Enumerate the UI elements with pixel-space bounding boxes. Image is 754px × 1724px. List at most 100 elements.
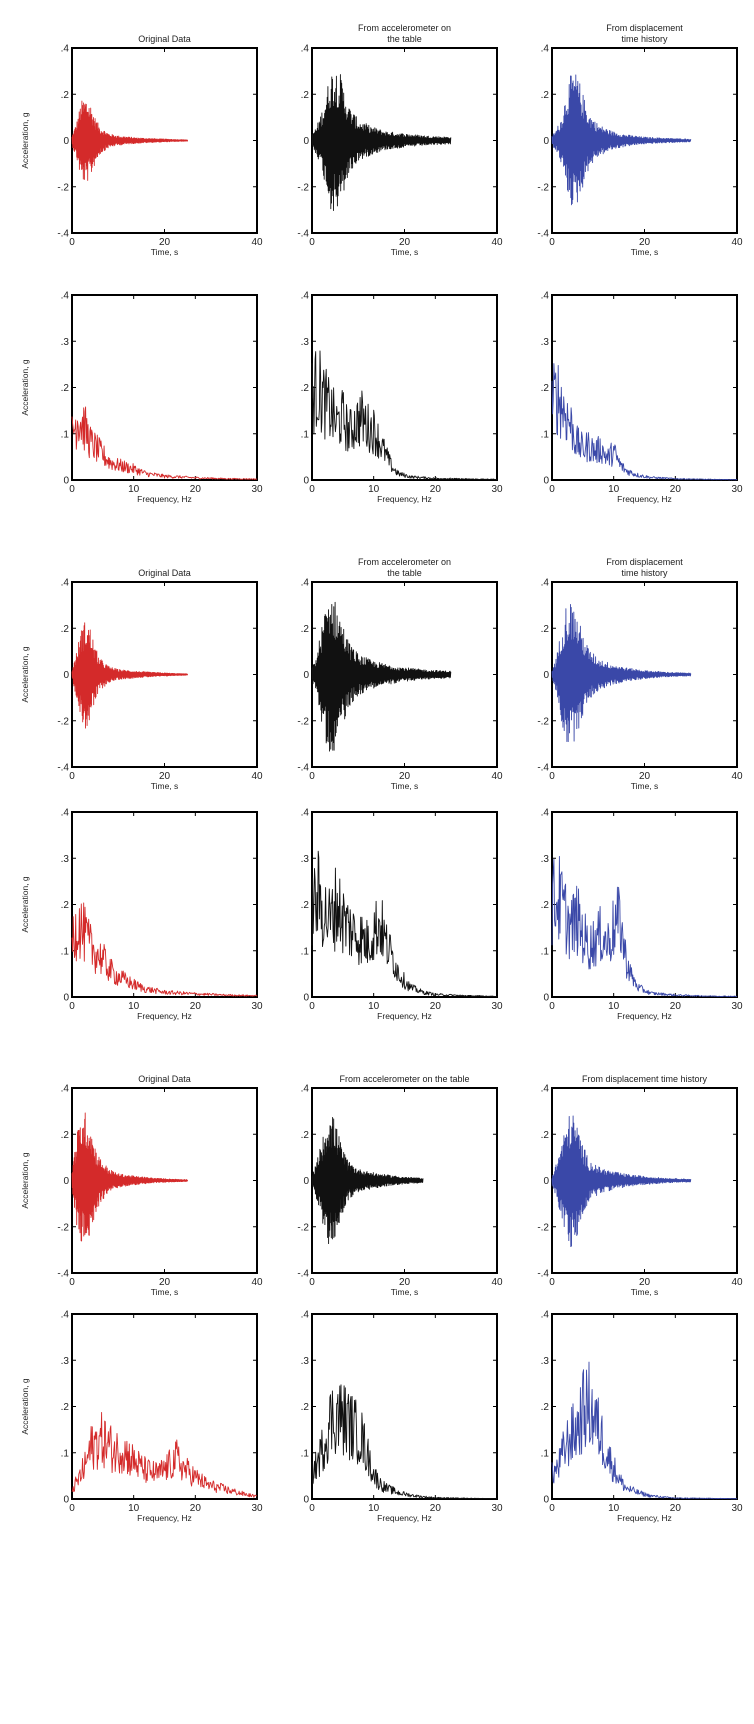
- y-tick-label: 0: [303, 136, 309, 147]
- y-tick-label: -.2: [297, 1222, 309, 1233]
- y-tick-label: .2: [541, 1402, 550, 1413]
- y-tick-label: 0: [543, 670, 549, 681]
- y-tick-label: .2: [301, 90, 310, 101]
- y-tick-label: .3: [61, 854, 70, 865]
- panel-3-time-3: From displacement time history -.4 -.2 0 .2.…: [537, 1074, 743, 1297]
- y-tick-label: .3: [541, 337, 550, 348]
- x-tick-label: 10: [128, 1503, 140, 1514]
- x-axis-label: Time, s: [151, 1287, 179, 1297]
- x-tick-label: 0: [309, 1001, 315, 1012]
- y-tick-label: -.4: [537, 1269, 549, 1280]
- panel-1-time-1: Original Data -.4 -.2 0 .2 .4 0 20 40 Time, s Acce…: [20, 34, 263, 257]
- panel-title: Original Data: [138, 1074, 191, 1084]
- y-tick-label: .1: [301, 429, 310, 440]
- panel-3-freq-2: 0 .1 .2 .3 .4 0 10 20 30 Frequency, Hz: [301, 1310, 503, 1524]
- panel-2-freq-2: 0 .1 .2 .3 .4 0 10 20 30 Frequency, Hz: [301, 808, 503, 1022]
- x-tick-label: 30: [491, 1001, 503, 1012]
- x-tick-label: 40: [251, 1277, 263, 1288]
- y-tick-label: .4: [541, 44, 550, 55]
- y-tick-label: .3: [541, 1356, 550, 1367]
- y-tick-label: .4: [301, 1084, 310, 1095]
- y-tick-label: .1: [541, 429, 550, 440]
- x-tick-label: 0: [69, 1001, 75, 1012]
- x-tick-label: 20: [190, 484, 202, 495]
- x-tick-label: 0: [309, 771, 315, 782]
- panel-1-freq-3: 0 .1 .2 .3 .4 0 10 20 30 Frequency, Hz: [541, 291, 743, 505]
- y-tick-label: -.2: [57, 182, 69, 193]
- y-tick-label: .2: [541, 90, 550, 101]
- panel-2-freq-3: 0 .1 .2 .3 .4 0 10 20 30 Frequency, Hz: [541, 808, 743, 1022]
- y-tick-label: -.2: [57, 1222, 69, 1233]
- x-axis-label: Frequency, Hz: [377, 1513, 432, 1523]
- y-tick-label: .3: [61, 1356, 70, 1367]
- y-tick-label: 0: [63, 476, 69, 487]
- panel-title: Original Data: [138, 34, 191, 44]
- y-tick-label: -.2: [297, 716, 309, 727]
- x-tick-label: 40: [491, 1277, 503, 1288]
- x-tick-label: 10: [368, 1503, 380, 1514]
- panel-1-freq-2: 0 .1 .2 .3 .4 0 10 20 30 Frequency, Hz: [301, 291, 503, 505]
- series-line: [551, 363, 737, 481]
- y-tick-label: .2: [301, 900, 310, 911]
- y-tick-label: -.4: [297, 1269, 309, 1280]
- series-line: [311, 74, 452, 211]
- y-tick-label: .4: [61, 1084, 70, 1095]
- y-tick-label: .4: [541, 1310, 550, 1321]
- x-tick-label: 0: [549, 1277, 555, 1288]
- y-tick-label: -.4: [537, 229, 549, 240]
- y-axis-label: Acceleration, g: [20, 359, 30, 415]
- x-axis-label: Time, s: [631, 1287, 659, 1297]
- y-tick-label: .2: [541, 1130, 550, 1141]
- axes-box: [71, 294, 258, 481]
- panel-title: From accelerometer on the table: [339, 1074, 469, 1084]
- y-tick-label: .4: [301, 1310, 310, 1321]
- y-axis-label: Acceleration, g: [20, 646, 30, 702]
- y-tick-label: .1: [301, 1448, 310, 1459]
- x-tick-label: 20: [639, 237, 651, 248]
- x-tick-label: 20: [190, 1001, 202, 1012]
- x-tick-label: 0: [69, 484, 75, 495]
- y-tick-label: .4: [541, 1084, 550, 1095]
- panel-title: From accelerometer on: [358, 23, 451, 33]
- x-tick-label: 10: [128, 484, 140, 495]
- x-axis-label: Time, s: [151, 781, 179, 791]
- y-tick-label: 0: [303, 993, 309, 1004]
- x-tick-label: 40: [731, 771, 743, 782]
- x-tick-label: 0: [549, 1503, 555, 1514]
- x-tick-label: 0: [309, 237, 315, 248]
- x-tick-label: 20: [159, 237, 171, 248]
- x-tick-label: 10: [128, 1001, 140, 1012]
- y-tick-label: .2: [61, 900, 70, 911]
- y-tick-label: .2: [301, 1130, 310, 1141]
- x-tick-label: 30: [251, 484, 263, 495]
- x-tick-label: 0: [69, 237, 75, 248]
- y-tick-label: .4: [301, 44, 310, 55]
- x-tick-label: 0: [549, 237, 555, 248]
- y-tick-label: .2: [541, 383, 550, 394]
- y-tick-label: .2: [301, 624, 310, 635]
- panel-3-freq-1: 0 .1 .2 .3 .4 0 10 20 30 Frequency, Hz Acceleratio…: [20, 1310, 263, 1524]
- y-tick-label: -.2: [537, 1222, 549, 1233]
- y-tick-label: .4: [61, 44, 70, 55]
- x-tick-label: 20: [399, 771, 411, 782]
- y-tick-label: .3: [301, 854, 310, 865]
- axes-box: [551, 811, 738, 998]
- series-line: [311, 1117, 424, 1245]
- y-tick-label: 0: [303, 1495, 309, 1506]
- y-tick-label: .2: [301, 1402, 310, 1413]
- x-tick-label: 0: [309, 1503, 315, 1514]
- y-tick-label: .4: [61, 808, 70, 819]
- x-tick-label: 10: [608, 1503, 620, 1514]
- y-tick-label: .1: [61, 946, 70, 957]
- y-tick-label: -.2: [57, 716, 69, 727]
- x-tick-label: 0: [309, 484, 315, 495]
- x-tick-label: 10: [608, 1001, 620, 1012]
- y-tick-label: .2: [61, 1130, 70, 1141]
- y-tick-label: .2: [301, 383, 310, 394]
- x-tick-label: 40: [731, 237, 743, 248]
- y-tick-label: .1: [61, 429, 70, 440]
- series-line: [551, 1115, 692, 1248]
- x-tick-label: 0: [549, 771, 555, 782]
